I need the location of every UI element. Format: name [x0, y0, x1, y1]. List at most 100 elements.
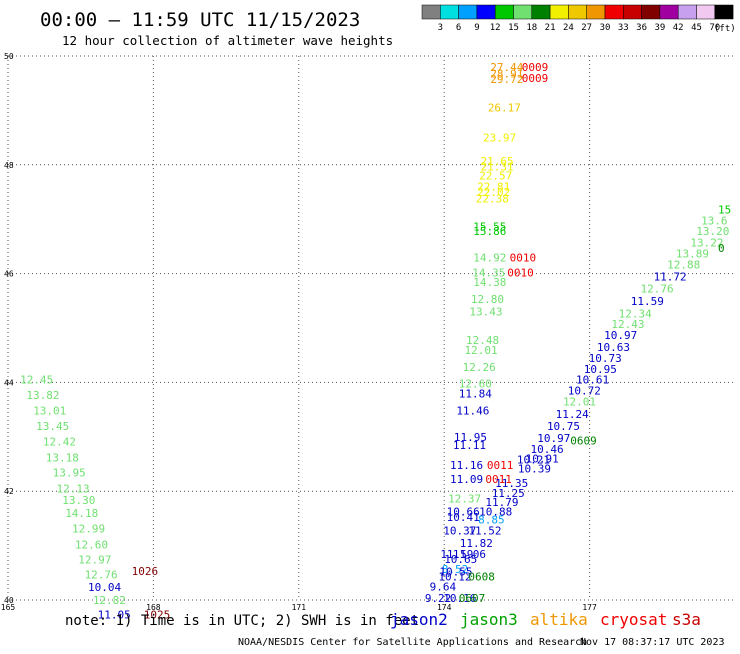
- colorbar-label-5: 18: [526, 23, 537, 33]
- data-point-57: 10.66: [447, 505, 480, 518]
- data-point-69: 10.12: [438, 571, 471, 584]
- colorbar-label-2: 9: [474, 23, 479, 33]
- legend-altika: altika: [530, 610, 588, 629]
- data-point-97: 13.20: [696, 225, 729, 238]
- data-point-89: 12.43: [611, 318, 644, 331]
- data-point-54: 11.25: [492, 487, 525, 500]
- data-point-5: 13.18: [46, 451, 79, 464]
- data-point-28: 22.57: [479, 170, 512, 183]
- colorbar-swatch-12: [641, 4, 661, 20]
- data-point-30: 22.02: [477, 186, 510, 199]
- data-point-73: 10.16: [443, 592, 476, 605]
- data-point-66: 10.65: [444, 553, 477, 566]
- data-point-78: 10.46: [530, 443, 563, 456]
- colorbar-swatch-7: [549, 4, 569, 20]
- legend-jason3: jason3: [460, 610, 518, 629]
- data-point-17: 1026: [132, 565, 159, 578]
- data-point-24: 26.17: [488, 102, 521, 115]
- data-point-34: 14.92: [473, 251, 506, 264]
- colorbar-swatch-10: [604, 4, 624, 20]
- y-tick-label-4: 48: [4, 161, 14, 170]
- footer-note: note: 1) Time is in UTC; 2) SWH is in fe…: [65, 613, 419, 629]
- x-tick-label-1: 168: [146, 603, 161, 612]
- colorbar-label-11: 36: [636, 23, 647, 33]
- data-point-31: 22.38: [476, 193, 509, 206]
- colorbar-swatch-14: [677, 4, 697, 20]
- data-point-82: 12.01: [563, 395, 596, 408]
- colorbar-label-13: 42: [673, 23, 684, 33]
- data-point-3: 13.45: [36, 420, 69, 433]
- data-point-100: 0: [718, 242, 725, 255]
- data-point-53: 11.35: [495, 477, 528, 490]
- data-point-39: 12.80: [471, 293, 504, 306]
- grid-lines: [7, 55, 735, 601]
- data-point-46: 11.46: [456, 405, 489, 418]
- colorbar-swatch-0: [421, 4, 441, 20]
- data-point-91: 11.59: [631, 295, 664, 308]
- x-tick-label-4: 177: [582, 603, 597, 612]
- data-point-38: 14.38: [473, 276, 506, 289]
- data-point-25: 23.97: [483, 132, 516, 145]
- y-tick-label-0: 40: [4, 596, 14, 605]
- data-point-68: 10.55: [439, 566, 472, 579]
- chart-subtitle: 12 hour collection of altimeter wave hei…: [62, 33, 393, 48]
- x-tick-label-0: 165: [1, 603, 16, 612]
- data-point-6: 13.95: [53, 467, 86, 480]
- data-point-36: 14.35: [472, 267, 505, 280]
- data-point-22: 0009: [522, 61, 549, 74]
- data-point-76: 10.39: [518, 462, 551, 475]
- colorbar-label-10: 33: [618, 23, 629, 33]
- data-point-86: 10.73: [589, 352, 622, 365]
- colorbar-label-0: 3: [438, 23, 443, 33]
- x-tick-label-2: 171: [292, 603, 307, 612]
- data-point-18: 1025: [144, 609, 171, 622]
- data-point-16: 11.05: [98, 609, 131, 622]
- data-point-27: 21.31: [481, 160, 514, 173]
- colorbar-label-6: 21: [545, 23, 556, 33]
- data-point-50: 0011: [487, 459, 514, 472]
- data-point-93: 11.72: [654, 270, 687, 283]
- data-point-72: 9.22: [425, 592, 452, 605]
- data-point-45: 11.84: [459, 387, 492, 400]
- colorbar-swatch-3: [476, 4, 496, 20]
- y-tick-label-3: 46: [4, 270, 14, 279]
- colorbar-label-8: 27: [581, 23, 592, 33]
- data-point-13: 12.76: [85, 568, 118, 581]
- colorbar-swatch-6: [531, 4, 551, 20]
- colorbar-swatch-2: [458, 4, 478, 20]
- data-point-94: 12.88: [667, 258, 700, 271]
- data-point-65: 11.06: [453, 548, 486, 561]
- data-point-12: 12.97: [78, 554, 111, 567]
- data-point-77: 10.91: [526, 453, 559, 466]
- axis-ticks: 165 168 171 174 177 40 42 44 46 48 50: [1, 52, 597, 612]
- data-point-96: 13.22: [690, 237, 723, 250]
- data-point-60: 8.85: [478, 513, 505, 526]
- colorbar-label-14: 45: [691, 23, 702, 33]
- data-point-62: 11.52: [468, 524, 501, 537]
- colorbar-swatch-5: [513, 4, 533, 20]
- data-point-11: 12.60: [75, 539, 108, 552]
- data-point-80: 10.75: [547, 420, 580, 433]
- data-point-61: 10.37: [443, 524, 476, 537]
- data-point-63: 11.82: [460, 537, 493, 550]
- data-point-19: 27.44: [490, 61, 523, 74]
- colorbar-label-12: 39: [654, 23, 665, 33]
- colorbar: 3 6 9 12 15 18 21 24 27 30 33 36 39 42 45 70: [421, 4, 734, 33]
- data-point-9: 14.18: [65, 507, 98, 520]
- data-point-59: 10.41: [447, 511, 480, 524]
- data-point-58: 10.88: [479, 505, 512, 518]
- data-point-83: 10.72: [568, 385, 601, 398]
- data-point-95: 13.89: [676, 247, 709, 260]
- data-point-15: 12.82: [93, 594, 126, 607]
- data-point-67: 8.52: [442, 563, 469, 576]
- chart-title: 00:00 – 11:59 UTC 11/15/2023: [40, 9, 360, 31]
- legend-cryosat: cryosat: [600, 610, 667, 629]
- data-point-43: 12.26: [463, 361, 496, 374]
- colorbar-swatch-4: [494, 4, 514, 20]
- data-point-10: 12.99: [72, 523, 105, 536]
- x-tick-label-3: 174: [437, 603, 452, 612]
- data-point-40: 13.43: [469, 306, 502, 319]
- y-tick-label-5: 50: [4, 52, 14, 61]
